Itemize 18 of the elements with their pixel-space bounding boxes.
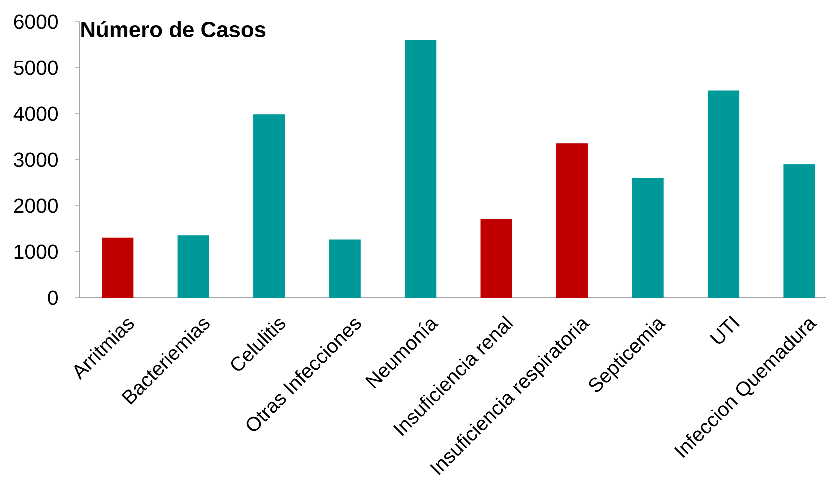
bar: [556, 144, 588, 298]
y-tick-label: 6000: [14, 14, 58, 30]
y-tick-label: 4000: [14, 106, 58, 122]
bar: [405, 40, 437, 298]
bar: [329, 240, 361, 298]
bar: [784, 164, 816, 298]
y-tick-label: 5000: [14, 60, 58, 76]
chart-title: Número de Casos: [82, 21, 266, 38]
bar: [632, 178, 664, 298]
bar: [708, 90, 740, 298]
bar: [480, 220, 512, 298]
y-tick-label: 3000: [14, 152, 58, 168]
bar: [254, 114, 286, 298]
y-tick-label: 1000: [14, 244, 58, 260]
bar: [178, 236, 210, 298]
y-tick-label: 0: [48, 290, 58, 306]
y-tick-label: 2000: [14, 198, 58, 214]
bar: [102, 238, 134, 298]
